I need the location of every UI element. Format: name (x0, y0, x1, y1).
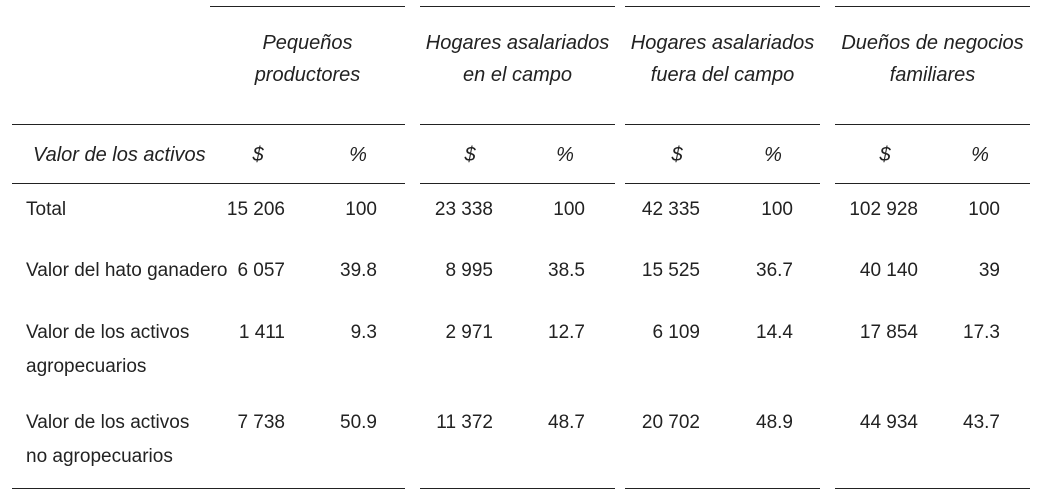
cell: 6 057 (237, 260, 285, 281)
cell: 23 338 (434, 199, 493, 220)
cell: 7 738 (237, 412, 285, 433)
cell: 20 702 (641, 412, 700, 433)
rule (625, 6, 820, 7)
cell: 15 525 (641, 260, 700, 281)
cell: 100 (553, 199, 585, 220)
row-label: Total (26, 199, 67, 220)
subheader-label: Valor de los activos (33, 144, 206, 166)
group-header: en el campo (463, 64, 572, 86)
row-label: agropecuarios (26, 356, 147, 377)
cell: 9.3 (350, 322, 377, 343)
rule (12, 183, 405, 184)
cell: 11 372 (436, 412, 493, 433)
unit-header: $ (464, 144, 476, 166)
unit-header: $ (879, 144, 891, 166)
rule (12, 488, 405, 489)
rule (210, 6, 405, 7)
group-header: fuera del campo (650, 64, 795, 86)
cell: 17.3 (963, 322, 1000, 343)
cell: 100 (968, 199, 1000, 220)
cell: 43.7 (963, 412, 1000, 433)
group-header: Pequeños (262, 32, 353, 54)
rule (835, 6, 1030, 7)
row-label: no agropecuarios (26, 446, 173, 467)
rule (420, 488, 615, 489)
cell: 15 206 (226, 199, 285, 220)
rule (12, 124, 405, 125)
group-header: Hogares asalariados (425, 32, 610, 54)
row-label: Valor de los activos (26, 322, 190, 343)
cell: 36.7 (756, 260, 793, 281)
cell: 100 (761, 199, 793, 220)
cell: 14.4 (756, 322, 793, 343)
cell: 6 109 (652, 322, 700, 343)
cell: 48.9 (756, 412, 793, 433)
cell: 17 854 (859, 322, 918, 343)
cell: 39.8 (340, 260, 377, 281)
rule (625, 183, 820, 184)
cell: 1 411 (238, 322, 285, 343)
rule (420, 124, 615, 125)
rule (420, 6, 615, 7)
rule (835, 124, 1030, 125)
unit-header: % (556, 144, 574, 166)
unit-header: % (764, 144, 782, 166)
cell: 8 995 (445, 260, 493, 281)
cell: 12.7 (548, 322, 585, 343)
row-label: Valor del hato ganadero (26, 260, 228, 281)
cell: 42 335 (641, 199, 700, 220)
group-header: Dueños de negocios (841, 32, 1024, 54)
group-header: familiares (889, 64, 976, 86)
cell: 38.5 (548, 260, 585, 281)
cell: 39 (978, 260, 1000, 281)
unit-header: $ (252, 144, 264, 166)
cell: 100 (345, 199, 377, 220)
rule (835, 183, 1030, 184)
unit-header: $ (671, 144, 683, 166)
group-header: productores (254, 64, 361, 86)
group-header: Hogares asalariados (630, 32, 815, 54)
unit-header: % (971, 144, 989, 166)
cell: 44 934 (859, 412, 918, 433)
cell: 102 928 (849, 199, 918, 220)
rule (420, 183, 615, 184)
row-label: Valor de los activos (26, 412, 190, 433)
cell: 50.9 (340, 412, 377, 433)
unit-header: % (349, 144, 367, 166)
cell: 48.7 (548, 412, 585, 433)
rule (625, 488, 820, 489)
rule (625, 124, 820, 125)
cell: 40 140 (859, 260, 918, 281)
cell: 2 971 (445, 322, 493, 343)
rule (835, 488, 1030, 489)
